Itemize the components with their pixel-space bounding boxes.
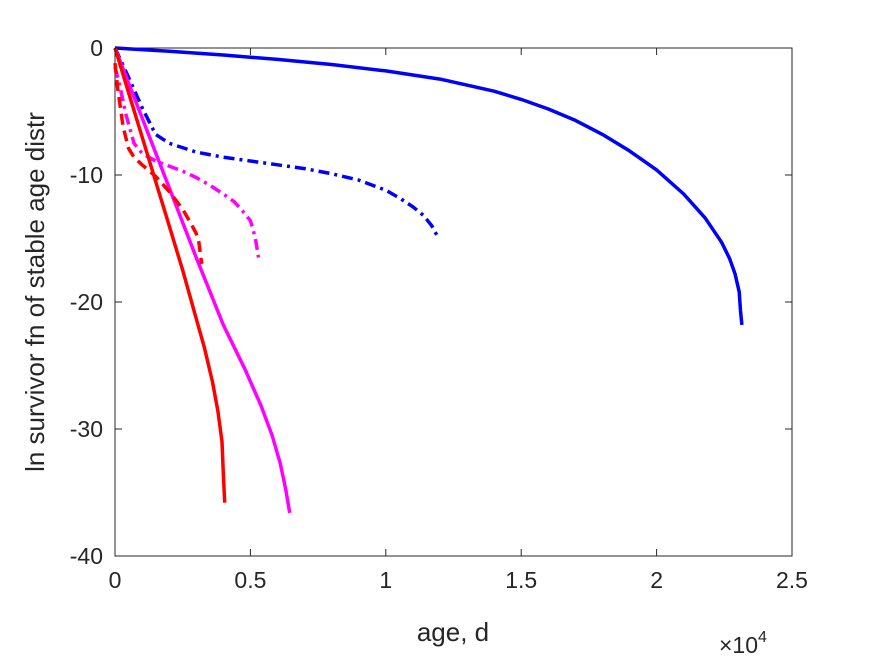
x-tick-label: 0 <box>109 567 122 593</box>
series-line-4 <box>113 66 261 258</box>
series-layer <box>113 46 744 514</box>
y-tick-label: -40 <box>70 543 103 569</box>
x-tick-label: 1 <box>379 567 392 593</box>
y-tick-label: -10 <box>70 162 103 188</box>
x-exponent-power: 4 <box>758 629 767 646</box>
series-line-2 <box>113 47 439 237</box>
plot-frame <box>114 47 793 557</box>
tick-layer: 0 0.5 1 1.5 2 2.5 0 -10 -20 -30 -40 <box>70 35 808 593</box>
y-tick-label: -20 <box>70 289 103 315</box>
x-tick-label: 0.5 <box>234 567 266 593</box>
series-line-1 <box>114 46 744 326</box>
x-exponent-label: ×104 <box>719 629 767 656</box>
x-exponent-base: ×10 <box>719 632 758 656</box>
x-tick-label: 2.5 <box>776 567 808 593</box>
plot-area <box>114 47 793 557</box>
y-tick-label: 0 <box>90 35 103 61</box>
series-line-5 <box>113 47 227 503</box>
y-tick-label: -30 <box>70 416 103 442</box>
x-axis-label: age, d <box>417 617 489 647</box>
x-tick-label: 1.5 <box>505 567 537 593</box>
y-axis-label: ln survivor fn of stable age distr <box>20 112 50 472</box>
x-tick-label: 2 <box>650 567 663 593</box>
